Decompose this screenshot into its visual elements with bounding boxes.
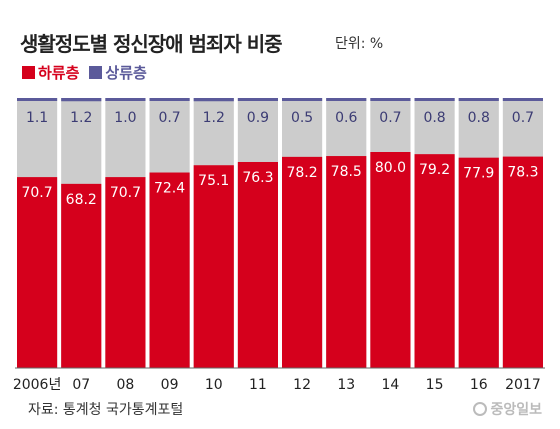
legend-label-upper: 상류층 <box>105 64 147 82</box>
data-label-lower: 78.3 <box>507 165 538 181</box>
bar-upper <box>414 98 455 101</box>
data-label-lower: 72.4 <box>154 181 185 197</box>
bar-upper <box>282 98 323 101</box>
bar-upper <box>326 98 367 101</box>
data-label-upper: 0.7 <box>512 110 534 126</box>
x-tick-label: 11 <box>249 377 267 393</box>
legend-label-lower: 하류층 <box>38 64 80 82</box>
legend-swatch-upper <box>89 66 103 79</box>
x-tick-label: 16 <box>470 377 488 393</box>
chart-title: 생활정도별 정신장애 범죄자 비중 <box>20 32 282 56</box>
x-tick-label: 08 <box>117 377 135 393</box>
bar-upper <box>61 98 102 102</box>
data-label-upper: 0.8 <box>423 110 445 126</box>
data-label-upper: 1.2 <box>203 110 225 126</box>
bar-lower <box>17 177 58 368</box>
bar-upper <box>149 98 190 101</box>
bar-lower <box>326 156 367 368</box>
data-label-lower: 75.1 <box>198 173 229 189</box>
bar-lower <box>61 183 102 368</box>
legend-swatch-lower <box>22 66 35 79</box>
bar-upper <box>237 98 278 101</box>
x-tick-label: 10 <box>205 377 223 393</box>
data-label-upper: 0.8 <box>468 110 490 126</box>
data-label-lower: 78.5 <box>331 164 362 180</box>
data-label-upper: 0.7 <box>158 110 180 126</box>
x-tick-label: 14 <box>382 377 400 393</box>
data-label-upper: 0.9 <box>247 110 269 126</box>
legend: 하류층 상류층 <box>22 62 147 83</box>
bar-lower <box>458 157 499 368</box>
data-label-lower: 77.9 <box>463 166 494 182</box>
x-tick-label: 07 <box>72 377 90 393</box>
data-label-lower: 68.2 <box>66 192 97 208</box>
bar-upper <box>17 98 58 101</box>
bar-upper <box>370 98 411 101</box>
data-label-lower: 70.7 <box>110 185 141 201</box>
bar-upper <box>105 98 146 101</box>
data-label-lower: 80.0 <box>375 160 406 176</box>
bar-lower <box>149 172 190 368</box>
x-tick-label: 15 <box>426 377 444 393</box>
credit-logo-icon <box>473 402 488 416</box>
bar-lower <box>502 156 543 368</box>
data-label-upper: 0.6 <box>335 110 357 126</box>
data-label-upper: 1.2 <box>70 110 92 126</box>
credit: 중앙일보 <box>473 399 542 419</box>
credit-label: 중앙일보 <box>490 402 542 418</box>
x-tick-label: 13 <box>337 377 355 393</box>
bar-lower <box>105 177 146 368</box>
data-label-lower: 78.2 <box>286 165 317 181</box>
bar-lower <box>414 154 455 368</box>
x-tick-label: 12 <box>293 377 311 393</box>
x-tick-label: 09 <box>161 377 179 393</box>
data-label-lower: 70.7 <box>21 185 52 201</box>
x-tick-label: 2017 <box>505 377 541 393</box>
bar-upper <box>502 98 543 101</box>
data-label-upper: 1.1 <box>26 110 48 126</box>
bar-upper <box>458 98 499 101</box>
bar-lower <box>370 152 411 368</box>
bar-lower <box>237 161 278 368</box>
bar-upper <box>193 98 234 102</box>
legend-item-lower: 하류층 <box>22 62 79 83</box>
source-note: 자료: 통계청 국가통계포털 <box>28 402 184 418</box>
data-label-upper: 0.5 <box>291 110 313 126</box>
data-label-lower: 76.3 <box>242 170 273 186</box>
bar-lower <box>282 156 323 368</box>
legend-item-upper: 상류층 <box>89 62 147 83</box>
data-label-lower: 79.2 <box>419 162 450 178</box>
unit-label: 단위: % <box>335 36 384 52</box>
data-label-upper: 1.0 <box>114 110 136 126</box>
bar-lower <box>193 165 234 368</box>
data-label-upper: 0.7 <box>379 110 401 126</box>
x-tick-label: 2006년 <box>13 377 62 393</box>
